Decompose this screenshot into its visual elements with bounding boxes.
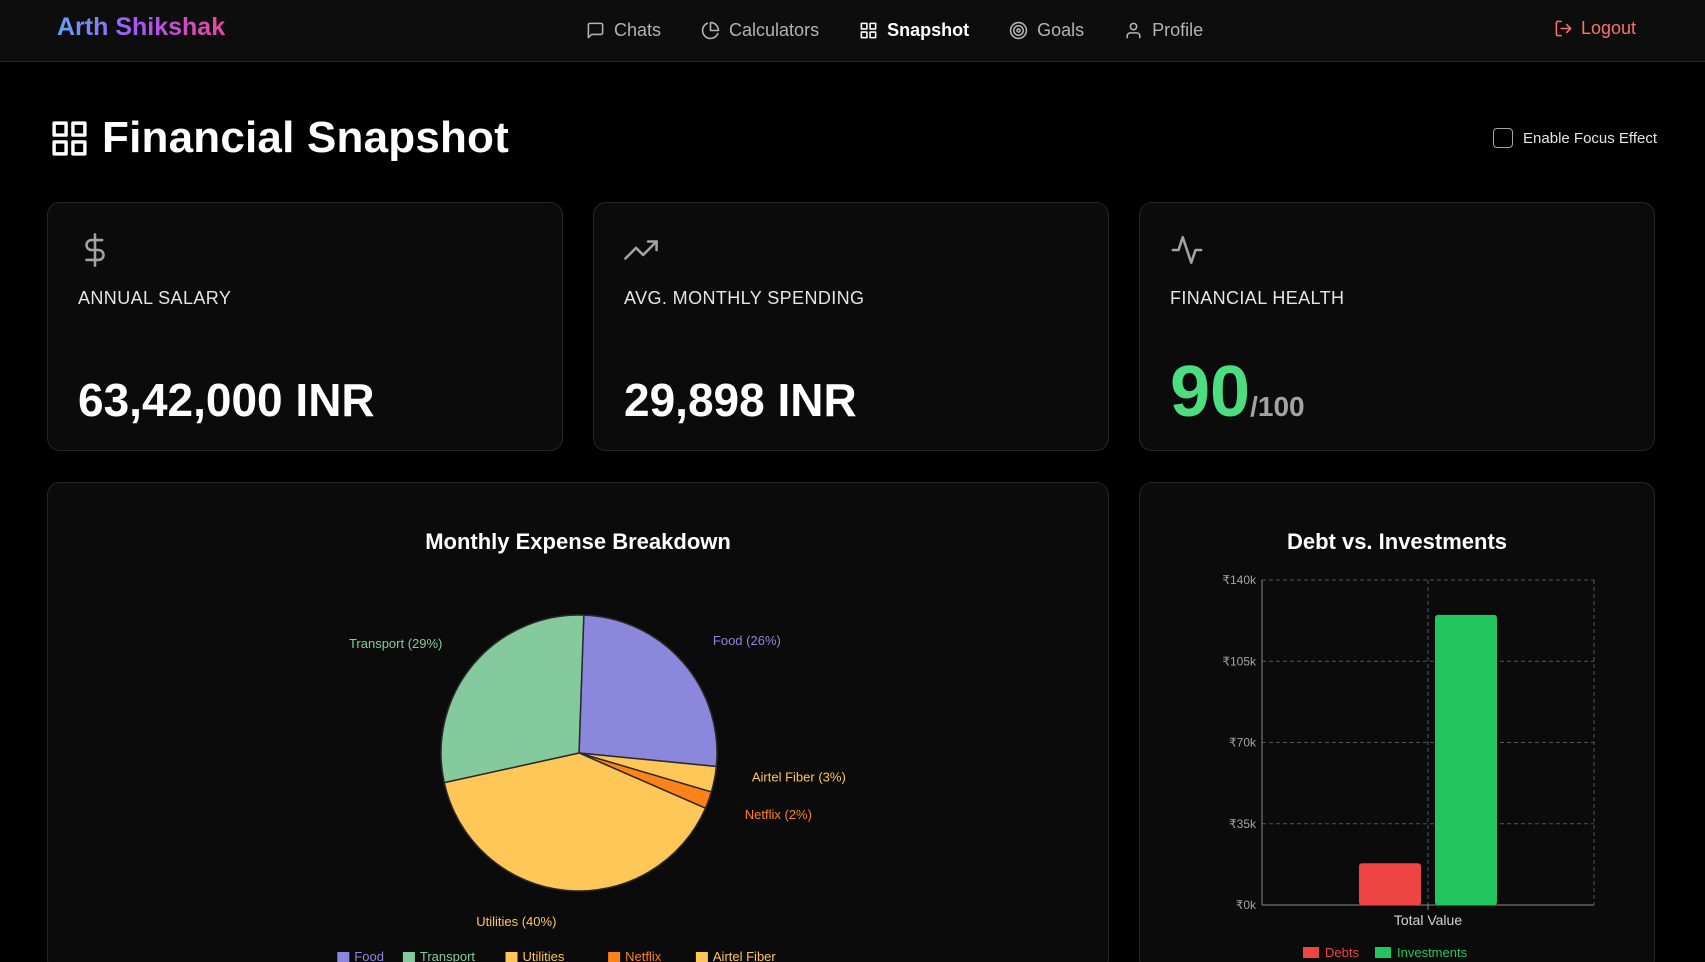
- x-tick-label: Total Value: [1394, 912, 1462, 928]
- pie-slice-food[interactable]: [578, 614, 718, 768]
- legend-item-investments[interactable]: Investments: [1397, 945, 1468, 960]
- debt-vs-investments-card: Debt vs. Investments ₹0k ₹35k ₹70k ₹105k ₹14…: [1139, 482, 1655, 962]
- focus-effect-toggle[interactable]: Enable Focus Effect: [1493, 128, 1657, 148]
- nav-item-chats[interactable]: Chats: [586, 18, 661, 42]
- pie-slice-transport[interactable]: [440, 614, 585, 784]
- legend-swatch: [1375, 947, 1391, 958]
- y-tick-label: ₹140k: [1222, 573, 1257, 587]
- stat-label: ANNUAL SALARY: [78, 288, 232, 308]
- legend-swatch: [1303, 947, 1319, 958]
- monthly-spending-card: AVG. MONTHLY SPENDING 29,898 INR: [593, 202, 1109, 451]
- target-icon: [1009, 21, 1028, 39]
- top-navbar: Arth Shikshak Chats Calculators Snapshot…: [0, 0, 1705, 62]
- legend-item-utilities[interactable]: Utilities: [523, 949, 565, 962]
- bar-investments[interactable]: [1435, 614, 1497, 905]
- legend-swatch: [402, 952, 415, 962]
- chart-title: Monthly Expense Breakdown: [425, 529, 731, 554]
- expense-breakdown-card: Monthly Expense Breakdown Food (26%) Airt…: [47, 482, 1109, 962]
- chart-title: Debt vs. Investments: [1286, 529, 1508, 554]
- legend-swatch: [695, 952, 708, 962]
- health-score: 90: [1170, 352, 1251, 432]
- user-icon: [1126, 22, 1141, 38]
- y-tick-label: ₹70k: [1229, 736, 1257, 750]
- legend-swatch: [505, 952, 518, 962]
- health-max: /100: [1250, 391, 1305, 422]
- nav-item-goals[interactable]: Goals: [1009, 18, 1084, 42]
- debt-investment-bar-chart: ₹0k ₹35k ₹70k ₹105k ₹140k Total Value Debts Inv…: [1222, 573, 1595, 960]
- legend-item-airtel-fiber[interactable]: Airtel Fiber: [713, 949, 777, 962]
- page-title: Financial Snapshot: [49, 113, 509, 163]
- bar-debts[interactable]: [1359, 863, 1421, 905]
- pie-label-food: Food (26%): [713, 633, 781, 648]
- nav-item-snapshot[interactable]: Snapshot: [859, 18, 969, 42]
- legend-item-transport[interactable]: Transport: [420, 949, 476, 962]
- nav-item-calculators[interactable]: Calculators: [701, 18, 819, 42]
- nav-item-label: Calculators: [729, 19, 820, 40]
- pie-chart-icon: [701, 21, 720, 39]
- dollar-icon: [85, 233, 105, 267]
- pie-slice-utilities[interactable]: [443, 752, 707, 892]
- nav-item-profile[interactable]: Profile: [1124, 18, 1203, 42]
- page-title-text: Financial Snapshot: [102, 113, 509, 162]
- y-tick-label: ₹105k: [1222, 654, 1257, 668]
- logout-label: Logout: [1580, 18, 1636, 38]
- stat-label: FINANCIAL HEALTH: [1170, 288, 1345, 308]
- nav-links: Chats Calculators Snapshot Goals Profile: [586, 18, 1243, 42]
- nav-item-label: Goals: [1037, 19, 1085, 40]
- legend-item-netflix[interactable]: Netflix: [625, 949, 662, 962]
- y-tick-label: ₹35k: [1229, 817, 1257, 831]
- nav-item-label: Profile: [1152, 19, 1204, 40]
- legend-item-food[interactable]: Food: [354, 949, 384, 962]
- pie-label-transport: Transport (29%): [349, 636, 442, 651]
- nav-item-label: Chats: [614, 19, 662, 40]
- health-score-display: 90 /100: [1170, 351, 1305, 433]
- trending-up-icon: [624, 240, 658, 260]
- logout-icon: [1555, 20, 1572, 37]
- legend-item-debts[interactable]: Debts: [1325, 945, 1359, 960]
- focus-effect-checkbox[interactable]: [1493, 128, 1514, 148]
- y-tick-label: ₹0k: [1236, 898, 1257, 912]
- activity-icon: [1171, 235, 1203, 265]
- legend-swatch: [337, 952, 350, 962]
- grid-icon: [52, 120, 87, 156]
- pie-label-netflix: Netflix (2%): [745, 807, 812, 822]
- pie-label-airtel-fiber: Airtel Fiber (3%): [752, 769, 846, 784]
- stat-value: 63,42,000 INR: [78, 374, 375, 426]
- legend-swatch: [608, 952, 621, 962]
- stat-label: AVG. MONTHLY SPENDING: [624, 288, 865, 308]
- logout-button[interactable]: Logout: [1554, 18, 1636, 39]
- focus-effect-label: Enable Focus Effect: [1523, 129, 1657, 147]
- grid-icon: [860, 22, 877, 38]
- pie-label-utilities: Utilities (40%): [476, 914, 556, 929]
- nav-item-label: Snapshot: [887, 19, 970, 40]
- chat-icon: [587, 22, 604, 38]
- brand-logo[interactable]: Arth Shikshak: [57, 13, 226, 41]
- expense-pie-chart: Food (26%) Airtel Fiber (3%) Netflix (2%) U…: [337, 614, 846, 962]
- stat-value: 29,898 INR: [624, 374, 857, 426]
- financial-health-card: FINANCIAL HEALTH 90 /100: [1139, 202, 1655, 451]
- annual-salary-card: ANNUAL SALARY 63,42,000 INR: [47, 202, 563, 451]
